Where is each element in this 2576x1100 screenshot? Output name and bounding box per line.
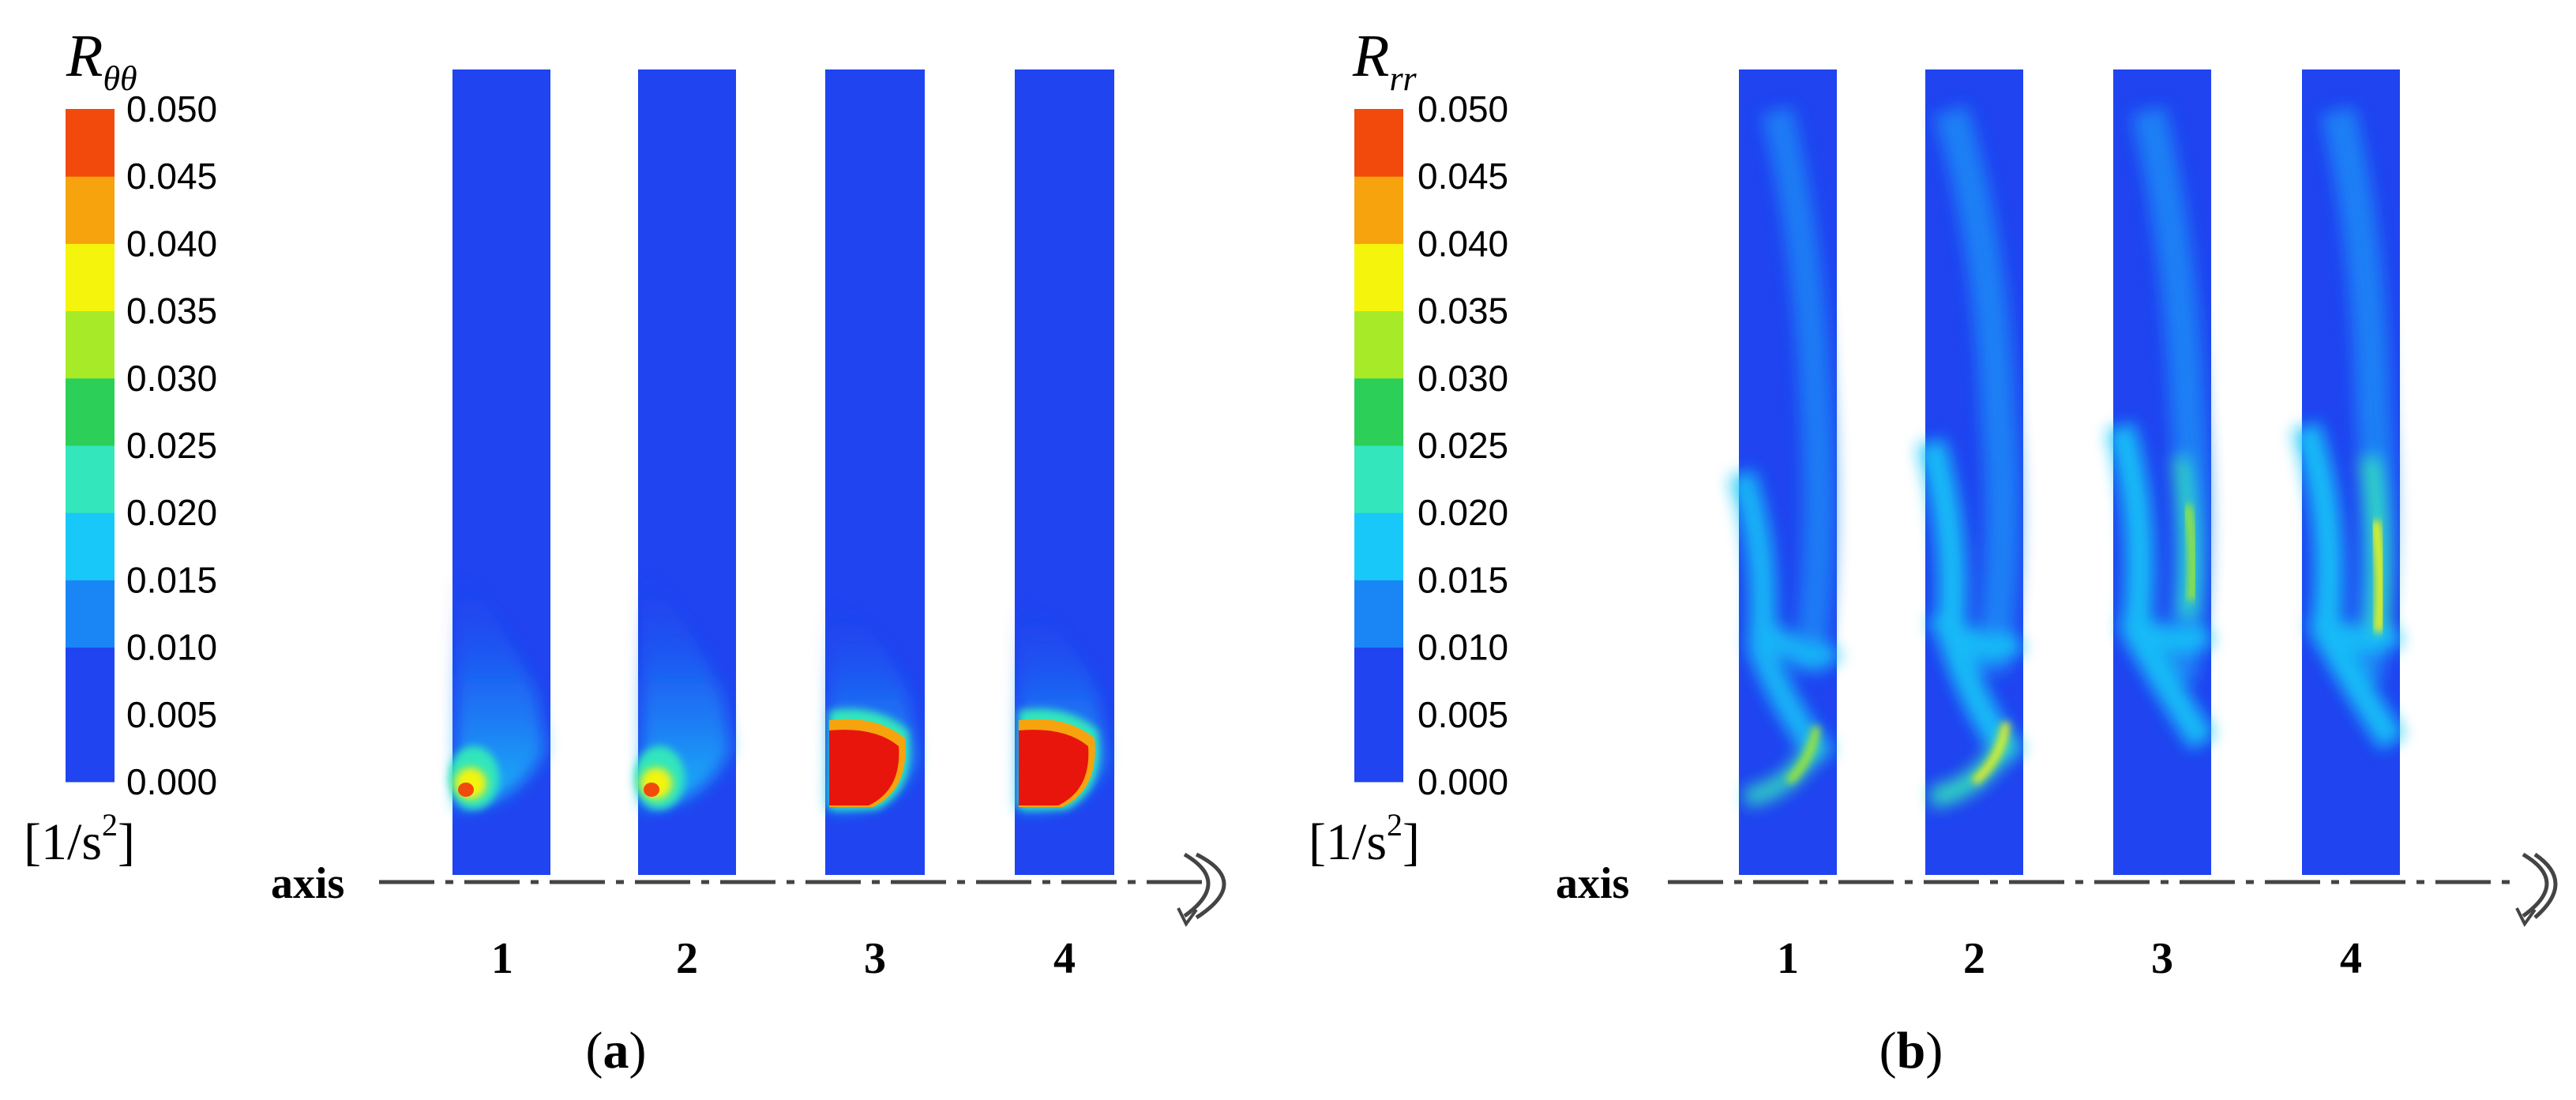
colorbar-tick-label: 0.015 [1418, 559, 1508, 600]
colorbar-band [1354, 580, 1403, 648]
colorbar-band [66, 580, 115, 648]
colorbar-tick-label: 0.030 [1418, 358, 1508, 399]
strip-label: 4 [1053, 934, 1076, 983]
strip-label: 2 [676, 934, 698, 983]
colorbar-band [66, 310, 115, 379]
colorbar-ticks-a: 0.000 0.005 0.010 0.015 0.020 0.025 0.030 0.035… [126, 88, 217, 802]
colorbar-band [66, 445, 115, 513]
colorbar-band [1354, 176, 1403, 244]
colorbar-tick-label: 0.030 [126, 358, 217, 399]
strip-label: 1 [1777, 934, 1799, 983]
strip-b-4 [2292, 69, 2405, 875]
colorbar-unit: [1/s2] [24, 807, 135, 871]
colorbar-band [66, 109, 115, 177]
colorbar-band [66, 714, 115, 783]
colorbar-tick-label: 0.020 [1418, 492, 1508, 533]
strip-label: 4 [2340, 934, 2362, 983]
colorbar-title: Rθθ [66, 23, 137, 98]
colorbar-tick-label: 0.025 [126, 425, 217, 466]
axis-label: axis [1556, 859, 1629, 908]
strip-b-3 [2106, 69, 2215, 875]
strip-b-2 [1917, 69, 2026, 875]
colorbar-band [1354, 445, 1403, 513]
colorbar-a [66, 109, 115, 783]
colorbar-tick-label: 0.035 [126, 291, 217, 332]
strip-a-2 [634, 69, 736, 875]
colorbar-tick-label: 0.010 [126, 627, 217, 668]
colorbar-tick-label: 0.005 [126, 694, 217, 735]
panel-caption: (a) [586, 1022, 647, 1079]
colorbar-tick-label: 0.010 [1418, 627, 1508, 668]
panel-a: Rθθ 0.0000.0050.0100.0150.0200.0250.0300… [24, 23, 1226, 1079]
colorbar-tick-label: 0.025 [1418, 425, 1508, 466]
colorbar-tick-label: 0.040 [1418, 223, 1508, 264]
strip-a-4 [1015, 69, 1114, 875]
colorbar-tick-label: 0.045 [1418, 156, 1508, 197]
strip-label: 2 [1963, 934, 1985, 983]
strip-label: 1 [491, 934, 513, 983]
axis-line-b [1668, 852, 2558, 927]
colorbar-band [1354, 243, 1403, 312]
colorbar-tick-label: 0.050 [1418, 88, 1508, 130]
colorbar-band [66, 512, 115, 580]
colorbar-tick-label: 0.015 [126, 559, 217, 600]
colorbar-tick-label: 0.045 [126, 156, 217, 197]
colorbar-tick-label: 0.020 [126, 492, 217, 533]
axis-label: axis [271, 859, 344, 908]
colorbar-band [1354, 714, 1403, 783]
strip-a-3 [825, 69, 925, 875]
colorbar-tick-label: 0.000 [1418, 761, 1508, 802]
colorbar-title: Rrr [1352, 23, 1418, 98]
colorbar-b [1354, 109, 1403, 783]
colorbar-band [66, 176, 115, 244]
colorbar-tick-label: 0.000 [126, 761, 217, 802]
strip-label: 3 [2151, 934, 2173, 983]
panel-b: Rrr 0.0000.0050.0100.0150.0200.0250.0300… [1309, 23, 2558, 1079]
colorbar-tick-label: 0.035 [1418, 291, 1508, 332]
colorbar-tick-label: 0.040 [126, 223, 217, 264]
strip-b-1 [1728, 69, 1842, 875]
colorbar-band [1354, 377, 1403, 446]
colorbar-unit: [1/s2] [1309, 807, 1420, 871]
colorbar-ticks-b: 0.000 0.005 0.010 0.015 0.020 0.025 0.030 0.035… [1418, 88, 1508, 802]
colorbar-band [1354, 310, 1403, 379]
colorbar-band [66, 647, 115, 715]
colorbar-band [1354, 647, 1403, 715]
colorbar-band [66, 377, 115, 446]
panel-caption: (b) [1879, 1022, 1943, 1079]
strip-a-1 [449, 69, 550, 875]
colorbar-tick-label: 0.005 [1418, 694, 1508, 735]
colorbar-band [1354, 512, 1403, 580]
colorbar-band [66, 243, 115, 312]
colorbar-tick-label: 0.050 [126, 88, 217, 130]
axis-line-a [379, 852, 1226, 927]
colorbar-band [1354, 109, 1403, 177]
strip-label: 3 [864, 934, 886, 983]
